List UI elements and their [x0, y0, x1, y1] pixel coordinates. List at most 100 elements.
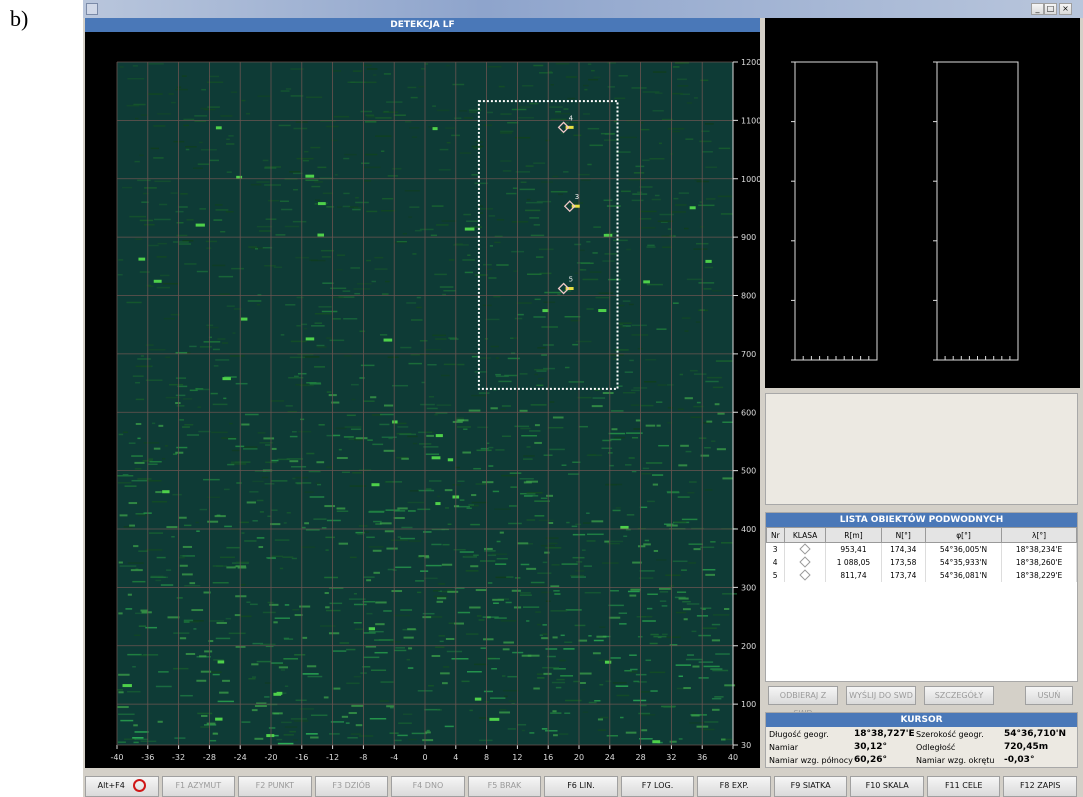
echo-streak: [584, 89, 587, 91]
toolbar-button[interactable]: F8 EXP.: [697, 776, 771, 797]
echo-streak: [619, 322, 632, 324]
echo-streak: [273, 621, 277, 623]
minimize-button[interactable]: _: [1031, 3, 1044, 15]
echo-streak: [213, 219, 222, 221]
echo-streak: [398, 536, 401, 538]
echo-streak: [331, 140, 337, 142]
echo-streak: [437, 601, 444, 603]
x-tick-label: 40: [728, 753, 738, 762]
close-button[interactable]: ×: [1059, 3, 1072, 15]
echo-streak: [354, 676, 361, 678]
echo-streak: [415, 580, 424, 582]
echo-streak: [326, 466, 332, 468]
echo-streak: [621, 191, 631, 193]
echo-streak: [137, 180, 151, 182]
object-button[interactable]: ODBIERAJ Z SWD: [768, 686, 838, 705]
echo-streak: [287, 458, 303, 460]
toolbar-button[interactable]: Alt+F4: [85, 776, 159, 797]
toolbar-button[interactable]: F11 CELE: [927, 776, 1001, 797]
object-button[interactable]: SZCZEGÓŁY: [924, 686, 994, 705]
echo-streak: [598, 729, 606, 731]
toolbar-button[interactable]: F7 LOG.: [621, 776, 695, 797]
echo-streak: [510, 472, 522, 474]
echo-streak: [164, 318, 175, 320]
echo-streak: [199, 655, 206, 657]
cursor-value: 720,45m: [1004, 742, 1048, 752]
toolbar-button[interactable]: F4 DNO: [391, 776, 465, 797]
echo-streak: [252, 481, 263, 483]
y-tick-label: 700: [741, 350, 756, 359]
x-tick-label: 36: [697, 753, 707, 762]
toolbar-button[interactable]: F1 AZYMUT: [162, 776, 236, 797]
toolbar-button[interactable]: F3 DZIÓB: [315, 776, 389, 797]
echo-streak: [247, 501, 256, 503]
echo-streak: [712, 670, 728, 672]
echo-streak: [176, 447, 187, 449]
echo-streak: [483, 264, 492, 266]
echo-streak: [548, 543, 558, 545]
echo-streak: [503, 642, 514, 644]
echo-streak: [640, 186, 653, 188]
echo-streak: [127, 654, 141, 656]
echo-streak: [317, 346, 326, 348]
echo-streak: [316, 483, 320, 485]
echo-streak: [157, 287, 170, 289]
echo-streak: [251, 663, 258, 665]
echo-streak: [522, 85, 533, 87]
echo-streak: [160, 275, 169, 277]
echo-streak: [204, 650, 212, 652]
object-button[interactable]: WYŚLIJ DO SWD: [846, 686, 916, 705]
echo-streak: [619, 623, 627, 625]
echo-streak: [705, 267, 713, 269]
echo-streak: [220, 231, 225, 233]
toolbar-button[interactable]: F6 LIN.: [544, 776, 618, 797]
echo-streak: [586, 512, 590, 514]
toolbar-button[interactable]: F2 PUNKT: [238, 776, 312, 797]
echo-streak: [134, 462, 144, 464]
echo-streak: [432, 105, 436, 107]
echo-streak: [207, 723, 216, 725]
toolbar-button[interactable]: F12 ZAPIS: [1003, 776, 1077, 797]
echo-streak: [666, 525, 677, 527]
echo-streak: [297, 158, 314, 160]
echo-streak: [722, 477, 732, 479]
toolbar-button[interactable]: F10 SKALA: [850, 776, 924, 797]
echo-streak: [698, 282, 714, 284]
echo-streak: [218, 701, 234, 703]
echo-streak: [329, 632, 339, 634]
x-tick-label: 24: [605, 753, 615, 762]
echo-streak: [487, 268, 492, 270]
echo-streak: [152, 501, 167, 503]
echo-streak: [243, 448, 257, 450]
echo-streak: [662, 246, 672, 248]
echo-streak: [274, 266, 282, 268]
echo-streak: [157, 256, 167, 258]
echo-streak: [293, 221, 306, 223]
echo-streak: [443, 290, 456, 292]
echo-streak: [436, 224, 448, 226]
echo-streak: [551, 119, 567, 121]
echo-streak: [650, 643, 658, 645]
echo-streak: [144, 224, 155, 226]
maximize-button[interactable]: □: [1044, 3, 1057, 15]
echo-streak: [345, 426, 362, 428]
echo-streak: [210, 76, 220, 78]
echo-streak: [325, 537, 334, 539]
echo-spot: [489, 718, 499, 721]
echo-streak: [201, 149, 217, 151]
toolbar-button[interactable]: F5 BRAK: [468, 776, 542, 797]
echo-streak: [683, 608, 691, 610]
echo-streak: [712, 624, 720, 626]
echo-streak: [677, 85, 688, 87]
echo-streak: [303, 160, 309, 162]
echo-streak: [477, 450, 492, 452]
column-header: N[°]: [881, 528, 925, 543]
echo-streak: [718, 196, 732, 198]
toolbar-button[interactable]: F9 SIATKA: [774, 776, 848, 797]
object-button[interactable]: USUŃ: [1025, 686, 1073, 705]
echo-streak: [445, 489, 453, 491]
echo-streak: [563, 108, 568, 110]
echo-streak: [241, 532, 244, 534]
echo-streak: [371, 670, 386, 672]
